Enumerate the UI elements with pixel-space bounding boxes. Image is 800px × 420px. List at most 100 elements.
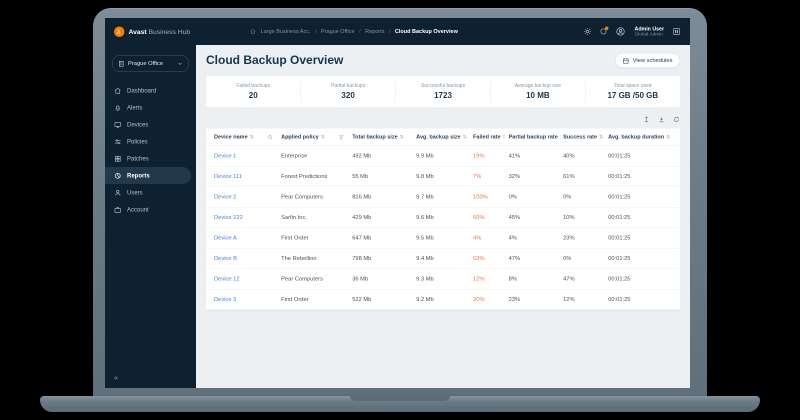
column-header[interactable]: Success rate [563, 134, 598, 140]
cell-value: 19% [473, 153, 485, 159]
sort-icon[interactable]: ⇅ [599, 134, 604, 140]
filter-funnel-icon[interactable] [339, 134, 345, 140]
breadcrumb: Large Business Acc. / Prague Office / Re… [250, 29, 458, 35]
avatar[interactable] [616, 26, 626, 36]
columns-icon[interactable] [643, 116, 650, 123]
stat-value: 10 MB [526, 91, 550, 101]
page-title: Cloud Backup Overview [206, 53, 344, 68]
sort-icon[interactable]: ⇅ [249, 134, 254, 140]
brand-rest: Business Hub [148, 27, 191, 36]
device-link[interactable]: Device B [214, 255, 238, 262]
stat-value: 17 GB /50 GB [607, 91, 659, 101]
cell-value: 816 Mb [352, 194, 372, 200]
column-header[interactable]: Device name [214, 134, 248, 140]
column-header[interactable]: Partial backup rate [508, 134, 558, 140]
device-link[interactable]: Device A [214, 235, 237, 241]
sidebar-item-devices[interactable]: Devices [105, 116, 191, 133]
summary-stats-bar: Failed backups 20 Partial backups 320 Su… [206, 76, 680, 108]
sidebar-item-patches[interactable]: Patches [105, 150, 191, 167]
cell-value: 00:01:25 [608, 235, 631, 241]
device-link[interactable]: Device 222 [214, 214, 243, 221]
table-row: Device 111 Forest Predictions 55 Mb 9.8 Mb 7… [206, 166, 680, 187]
apps-icon[interactable] [672, 27, 681, 36]
sidebar-item-label: Alerts [127, 104, 143, 111]
cell-value: 4% [508, 235, 517, 241]
calendar-icon [623, 58, 629, 64]
topbar-actions: Admin User Global Admin [584, 26, 681, 37]
device-link[interactable]: Device 1 [214, 153, 237, 159]
column-header[interactable]: Applied policy [281, 134, 319, 140]
cell-value: 0% [563, 255, 572, 262]
sort-icon[interactable]: ⇅ [462, 134, 467, 140]
breadcrumb-item[interactable]: Prague Office [321, 28, 355, 35]
cell-value: 32% [508, 173, 521, 180]
breadcrumb-item[interactable]: Large Business Acc. [260, 28, 311, 35]
column-header[interactable]: Avg. backup size [416, 134, 461, 140]
download-icon[interactable] [658, 116, 665, 123]
sidebar-item-label: Devices [127, 121, 149, 128]
cell-value: 60% [473, 214, 485, 221]
avast-logo-icon [114, 26, 125, 37]
cell-value: 12% [563, 296, 575, 303]
stat-value: 1723 [434, 91, 452, 101]
stat-failed-backups: Failed backups 20 [206, 81, 300, 103]
sidebar-collapse-button[interactable]: « [114, 373, 119, 383]
cell-value: 100% [473, 194, 488, 200]
devices-table: Device name ⇅ Applied policy ⇅ Total backu… [206, 128, 680, 310]
briefcase-icon [114, 207, 121, 213]
table-row: Device 3 First Order 522 Mb 9.2 Mb 20% 23% 12%… [206, 289, 680, 310]
sort-icon[interactable]: ⇅ [320, 134, 325, 140]
sidebar-item-account[interactable]: Account [105, 201, 191, 218]
breadcrumb-item[interactable]: Reports [365, 28, 385, 35]
sidebar-item-reports[interactable]: Reports [105, 167, 191, 184]
user-role: Global Admin [634, 31, 663, 37]
sidebar-item-users[interactable]: Users [105, 184, 191, 201]
breadcrumb-current: Cloud Backup Overview [394, 28, 458, 35]
settings-gear-icon[interactable] [584, 27, 592, 35]
site-selector[interactable]: Prague Office [112, 55, 189, 72]
cell-value: 0% [508, 194, 517, 200]
cell-value: 23% [508, 296, 521, 303]
cell-value: 12% [473, 276, 485, 282]
cell-value: Forest Predictions [281, 173, 328, 180]
refresh-icon[interactable] [673, 116, 680, 123]
sidebar-item-label: Dashboard [127, 87, 157, 94]
user-name: Admin User [634, 25, 664, 32]
sidebar-item-policies[interactable]: Policies [105, 133, 191, 150]
sort-icon[interactable]: ⇅ [503, 134, 505, 140]
cell-value: 647 Mb [352, 235, 372, 241]
home-icon [114, 87, 121, 94]
column-header[interactable]: Avg. backup duration [608, 134, 665, 140]
sort-icon[interactable]: ⇅ [666, 134, 671, 140]
breadcrumb-separator: / [359, 28, 361, 35]
cell-value: 492 Mb [352, 153, 372, 159]
chevron-down-icon [178, 61, 184, 67]
device-link[interactable]: Device 2 [214, 194, 237, 200]
stat-value: 320 [341, 91, 355, 101]
sliders-icon [114, 139, 121, 144]
notifications-icon[interactable] [600, 26, 609, 35]
cell-value: Sarfin Inc. [281, 214, 307, 221]
search-icon[interactable] [268, 134, 274, 140]
user-info[interactable]: Admin User Global Admin [635, 26, 664, 37]
breadcrumb-separator: / [315, 28, 317, 35]
cell-value: First Order [281, 235, 309, 241]
brand-bold: Avast [128, 27, 147, 36]
view-schedules-button[interactable]: View schedules [615, 53, 680, 68]
cell-value: 798 Mb [352, 255, 372, 262]
grid-icon [114, 155, 121, 162]
sidebar-item-dashboard[interactable]: Dashboard [105, 82, 191, 99]
column-header[interactable]: Failed rate [473, 134, 501, 140]
sort-icon[interactable]: ⇅ [399, 134, 404, 140]
column-header[interactable]: Total backup size [352, 134, 398, 140]
cell-value: 00:01:25 [608, 153, 631, 159]
stat-label: Successful backups [420, 83, 466, 89]
cell-value: 9.9 Mb [416, 153, 434, 159]
stat-value: 20 [248, 91, 258, 101]
device-link[interactable]: Device 12 [214, 276, 240, 282]
cell-value: 40% [563, 153, 575, 159]
device-link[interactable]: Device 3 [214, 296, 237, 303]
table-header-row: Device name ⇅ Applied policy ⇅ Total backu… [206, 128, 680, 146]
device-link[interactable]: Device 111 [214, 173, 242, 180]
sidebar-item-alerts[interactable]: Alerts [105, 99, 191, 116]
